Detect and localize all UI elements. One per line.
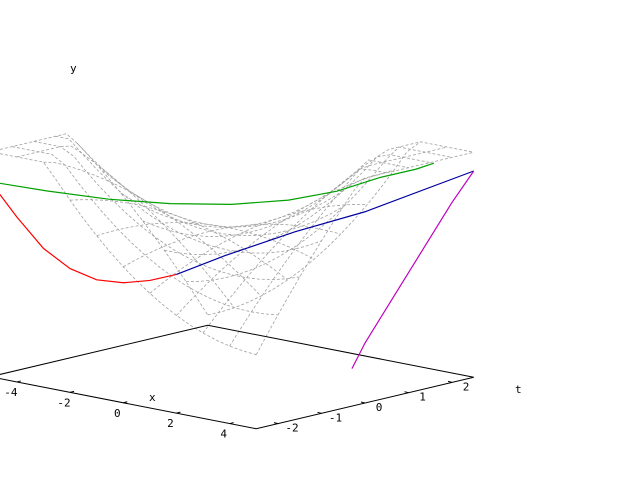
t-tick-1: -1: [329, 411, 342, 424]
t-tick-mark-1: [317, 411, 322, 414]
t-tick-mark-4: [447, 380, 453, 383]
t-tick-0: -2: [285, 422, 298, 435]
mesh-line-t-1: [11, 146, 279, 316]
x-tick-mark-2: [123, 401, 128, 404]
mesh-line-t-4: [76, 143, 344, 237]
mesh-line-t-6: [120, 168, 387, 228]
t-axis-label: t: [515, 383, 522, 396]
mesh-line-x-9: [229, 146, 448, 347]
mesh-line-t-3: [55, 135, 322, 254]
mesh-line-t-0: [0, 153, 257, 356]
x-tick-0: -4: [4, 386, 18, 399]
x-tick-mark-1: [69, 390, 75, 393]
t-tick-mark-3: [404, 391, 409, 394]
mesh-line-t-7: [142, 159, 409, 237]
curve-2: [176, 170, 474, 275]
x-axis-label: x: [149, 391, 156, 404]
x-tick-mark-0: [16, 380, 21, 383]
mesh-line-t-5: [98, 166, 366, 228]
t-tick-mark-0: [273, 422, 279, 425]
mesh-line-t-2: [33, 141, 300, 280]
base-plane: [0, 324, 474, 430]
t-tick-4: 2: [463, 380, 470, 393]
x-tick-mark-4: [229, 422, 234, 425]
surface-mesh: [0, 133, 474, 356]
curve-3: [351, 170, 475, 369]
mesh-line-x-0: [0, 133, 209, 316]
curve-0: [0, 193, 177, 284]
mesh-line-x-2: [43, 161, 262, 297]
y-axis-label: y: [70, 62, 77, 75]
t-tick-mark-2: [360, 401, 366, 404]
curves: [0, 162, 475, 369]
x-tick-1: -2: [57, 396, 70, 409]
mesh-line-t-10: [207, 141, 474, 316]
mesh-line-x-5: [123, 223, 341, 268]
base-outline: [0, 324, 474, 430]
mesh-line-x-6: [149, 203, 368, 294]
mesh-line-x-8: [202, 141, 421, 334]
x-tick-4: 4: [220, 428, 227, 441]
x-tick-3: 2: [167, 417, 174, 430]
t-tick-3: 1: [419, 391, 426, 404]
curve-1: [0, 162, 435, 205]
x-tick-mark-3: [176, 411, 181, 414]
mesh-line-x-7: [176, 169, 395, 316]
mesh-line-t-9: [185, 146, 453, 283]
x-tick-2: 0: [114, 407, 121, 420]
t-tick-2: 0: [376, 401, 383, 414]
mesh-line-x-1: [16, 145, 235, 309]
mesh-line-t-8: [164, 154, 431, 256]
mesh-line-x-3: [70, 199, 288, 281]
